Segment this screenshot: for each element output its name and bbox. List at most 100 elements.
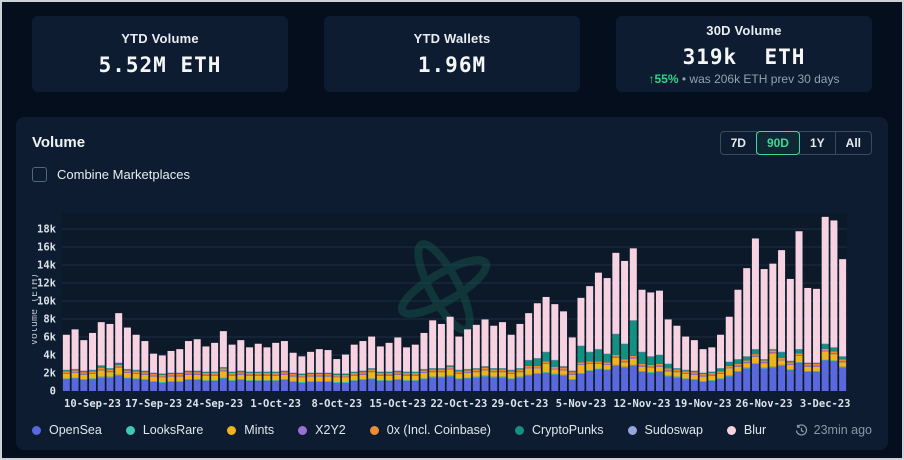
svg-text:12k: 12k	[37, 278, 57, 290]
bar-segment	[664, 364, 672, 369]
card-label: YTD Wallets	[413, 31, 491, 46]
bar-segment	[560, 369, 568, 371]
bar-segment	[280, 341, 288, 371]
bar-segment	[446, 366, 454, 369]
card-label: YTD Volume	[121, 31, 199, 46]
bar-segment	[568, 373, 576, 375]
bar-segment	[830, 360, 838, 362]
bar-segment	[132, 373, 140, 379]
bar-segment	[272, 381, 280, 391]
range-button-all[interactable]: All	[834, 130, 872, 155]
bar-segment	[751, 349, 759, 355]
bar-segment	[481, 369, 489, 371]
bar-segment	[368, 369, 376, 372]
bar-segment	[254, 373, 262, 375]
bar-segment	[751, 363, 759, 364]
bar-segment	[272, 380, 280, 382]
bar-segment	[812, 372, 820, 391]
range-button-1y[interactable]: 1Y	[798, 130, 836, 155]
bar-segment	[795, 355, 803, 363]
bar-segment	[333, 359, 341, 374]
bar-segment	[647, 366, 655, 368]
bar-segment	[394, 379, 402, 381]
legend-item-opensea[interactable]: OpenSea	[32, 423, 102, 437]
bar-segment	[429, 320, 437, 369]
bar-segment	[647, 364, 655, 367]
bar-segment	[80, 340, 88, 371]
bar-segment	[717, 371, 725, 373]
legend-item-x2y2[interactable]: X2Y2	[298, 423, 346, 437]
bar-segment	[830, 361, 838, 391]
bar-segment	[141, 374, 149, 380]
volume-panel: Volume 7D 90D 1Y All Combine Marketplace…	[16, 117, 888, 450]
bar-segment	[507, 334, 515, 370]
bar-segment	[341, 382, 349, 383]
bar-segment	[551, 368, 559, 370]
bar-segment	[472, 368, 480, 370]
bar-segment	[167, 350, 175, 373]
bar-segment	[586, 371, 594, 391]
bar-segment	[839, 366, 847, 368]
bar-segment	[751, 356, 759, 364]
legend-label: 0x (Incl. Coinbase)	[386, 423, 491, 437]
bar-segment	[263, 373, 271, 375]
legend-item-sudoswap[interactable]: Sudoswap	[627, 423, 703, 437]
legend-label: X2Y2	[315, 423, 346, 437]
svg-text:19-Nov-23: 19-Nov-23	[675, 398, 732, 410]
bar-segment	[376, 380, 384, 382]
combine-marketplaces-checkbox[interactable]	[32, 166, 47, 182]
bar-segment	[403, 380, 411, 382]
bar-segment	[612, 252, 620, 334]
legend-item-cryptopunks[interactable]: CryptoPunks	[514, 423, 604, 437]
bar-segment	[690, 379, 698, 381]
volume-chart[interactable]: 0 2k 4k 6k 8k 10k 12k 14k 16k 18k Volume (ETH) 10-S…	[29, 187, 876, 415]
bar-segment	[490, 372, 498, 377]
bar-segment	[786, 361, 794, 363]
bar-segment	[551, 369, 559, 374]
bar-segment	[778, 365, 786, 391]
bar-segment	[586, 370, 594, 372]
bar-segment	[359, 373, 367, 375]
bar-segment	[368, 336, 376, 369]
bar-segment	[150, 381, 158, 382]
bar-segment	[359, 379, 367, 381]
bar-segment	[211, 375, 219, 381]
bar-segment	[71, 370, 79, 373]
bar-segment	[594, 369, 602, 391]
bar-segment	[228, 381, 236, 391]
bar-segment	[411, 381, 419, 391]
bar-segment	[542, 373, 550, 391]
change-note: • was 206k ETH prev 30 days	[678, 71, 840, 86]
svg-text:6k: 6k	[43, 332, 56, 344]
bar-segment	[307, 351, 315, 373]
legend-item-blur[interactable]: Blur	[726, 423, 766, 437]
bar-segment	[62, 334, 70, 370]
bar-segment	[298, 376, 306, 378]
legend-item-0x-incl-coinbase[interactable]: 0x (Incl. Coinbase)	[369, 423, 491, 437]
bar-segment	[760, 359, 768, 361]
bar-segment	[769, 349, 777, 351]
legend-item-mints[interactable]: Mints	[227, 423, 274, 437]
bar-segment	[743, 360, 751, 363]
combine-marketplaces-toggle[interactable]: Combine Marketplaces	[32, 163, 872, 185]
bar-segment	[237, 372, 245, 374]
bar-segment	[97, 369, 105, 371]
bar-segment	[437, 372, 445, 377]
bar-segment	[307, 382, 315, 391]
last-updated: 23min ago	[795, 423, 872, 437]
bar-segment	[385, 374, 393, 376]
bar-segment	[655, 290, 663, 355]
bar-segment	[542, 352, 550, 362]
bar-segment	[481, 367, 489, 370]
svg-text:1-Oct-23: 1-Oct-23	[250, 398, 301, 410]
bar-segment	[420, 370, 428, 373]
legend-item-looksrare[interactable]: LooksRare	[125, 423, 203, 437]
bar-segment	[830, 353, 838, 355]
bar-segment	[333, 374, 341, 377]
range-button-7d[interactable]: 7D	[719, 130, 757, 155]
bar-segment	[786, 369, 794, 371]
range-button-90d[interactable]: 90D	[755, 130, 800, 155]
svg-text:3-Dec-23: 3-Dec-23	[800, 398, 851, 410]
svg-text:26-Nov-23: 26-Nov-23	[736, 398, 793, 410]
bar-segment	[612, 356, 620, 358]
